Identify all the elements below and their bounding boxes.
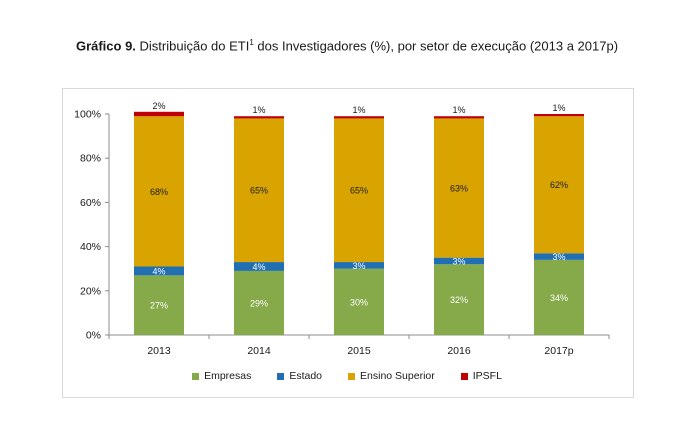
x-tick-label: 2017p xyxy=(544,345,573,357)
bar-segment xyxy=(334,268,384,335)
legend-swatch xyxy=(460,372,468,380)
legend-item: Empresas xyxy=(192,370,251,382)
y-tick-label: 100% xyxy=(74,109,101,121)
x-tick-label: 2013 xyxy=(147,345,171,357)
data-label: 32% xyxy=(450,295,468,305)
data-label: 1% xyxy=(352,105,365,115)
bar-segment xyxy=(434,118,484,258)
data-label: 65% xyxy=(250,186,268,196)
y-tick-label: 60% xyxy=(80,197,101,209)
chart-title-bold: Gráfico 9. xyxy=(75,38,136,54)
legend-label: Empresas xyxy=(204,370,252,382)
bar-segment xyxy=(534,259,584,335)
chart-title: Gráfico 9. Distribuição do ETI1 dos Inve… xyxy=(0,38,694,53)
chart-title-text-b: dos Investigadores (%), por setor de exe… xyxy=(253,38,619,54)
data-label: 3% xyxy=(352,261,365,271)
x-tick-label: 2014 xyxy=(247,345,271,357)
x-tick-label: 2016 xyxy=(447,345,471,357)
legend-swatch xyxy=(277,372,285,380)
chart-title-footnote-mark: 1 xyxy=(249,38,254,47)
legend-label: Estado xyxy=(289,370,323,382)
bar-segment xyxy=(534,116,584,254)
legend-item: Estado xyxy=(277,370,322,382)
data-label: 27% xyxy=(150,301,168,311)
data-label: 63% xyxy=(450,184,468,194)
stacked-bar-chart: 0% 20% 40% 60% 80% 100% 27% 4% 68% 2% 2013 29% 4% 65%… xyxy=(74,101,610,357)
legend-label: Ensino Superior xyxy=(360,370,435,382)
chart-title-text-a: Distribuição do ETI xyxy=(135,38,250,54)
data-label: 1% xyxy=(452,105,465,115)
data-label: 4% xyxy=(152,266,165,276)
legend-label: IPSFL xyxy=(472,370,502,382)
data-label: 1% xyxy=(552,103,565,113)
bar-segment xyxy=(534,253,584,260)
data-label: 4% xyxy=(252,262,265,272)
bar-segment xyxy=(134,116,184,267)
y-tick-label: 0% xyxy=(86,330,101,342)
data-label: 3% xyxy=(552,252,565,262)
bar-segment xyxy=(434,116,484,119)
bar-segment xyxy=(434,264,484,335)
legend-swatch xyxy=(348,372,356,380)
legend-item: IPSFL xyxy=(460,370,502,382)
y-tick-label: 20% xyxy=(80,285,101,297)
bar-segment xyxy=(234,270,284,335)
bar-segment xyxy=(334,116,384,119)
data-label: 3% xyxy=(452,256,465,266)
data-label: 65% xyxy=(350,186,368,196)
data-label: 62% xyxy=(550,180,568,190)
x-tick-label: 2015 xyxy=(347,345,371,357)
bar-segment xyxy=(134,111,184,117)
bar-segment xyxy=(534,114,584,117)
bar-segment xyxy=(334,262,384,269)
data-label: 29% xyxy=(250,298,268,308)
y-tick-label: 80% xyxy=(80,153,101,165)
bar-segment xyxy=(234,116,284,119)
bar-segment xyxy=(234,262,284,271)
y-tick-label: 40% xyxy=(80,241,101,253)
bar-segment xyxy=(134,275,184,335)
data-label: 1% xyxy=(252,105,265,115)
data-label: 68% xyxy=(150,187,168,197)
legend-swatch xyxy=(192,372,200,380)
legend-item: Ensino Superior xyxy=(348,370,435,382)
chart-area: 0% 20% 40% 60% 80% 100% 27% 4% 68% 2% 2013 29% 4% 65%… xyxy=(62,88,634,398)
data-label: 30% xyxy=(350,297,368,307)
bar-segment xyxy=(434,257,484,265)
bar-segment xyxy=(234,118,284,263)
data-label: 2% xyxy=(152,101,165,111)
bar-segment xyxy=(334,118,384,263)
bar-segment xyxy=(134,266,184,276)
data-label: 34% xyxy=(550,293,568,303)
chart-legend: Empresas Estado Ensino Superior IPSFL xyxy=(0,370,694,382)
